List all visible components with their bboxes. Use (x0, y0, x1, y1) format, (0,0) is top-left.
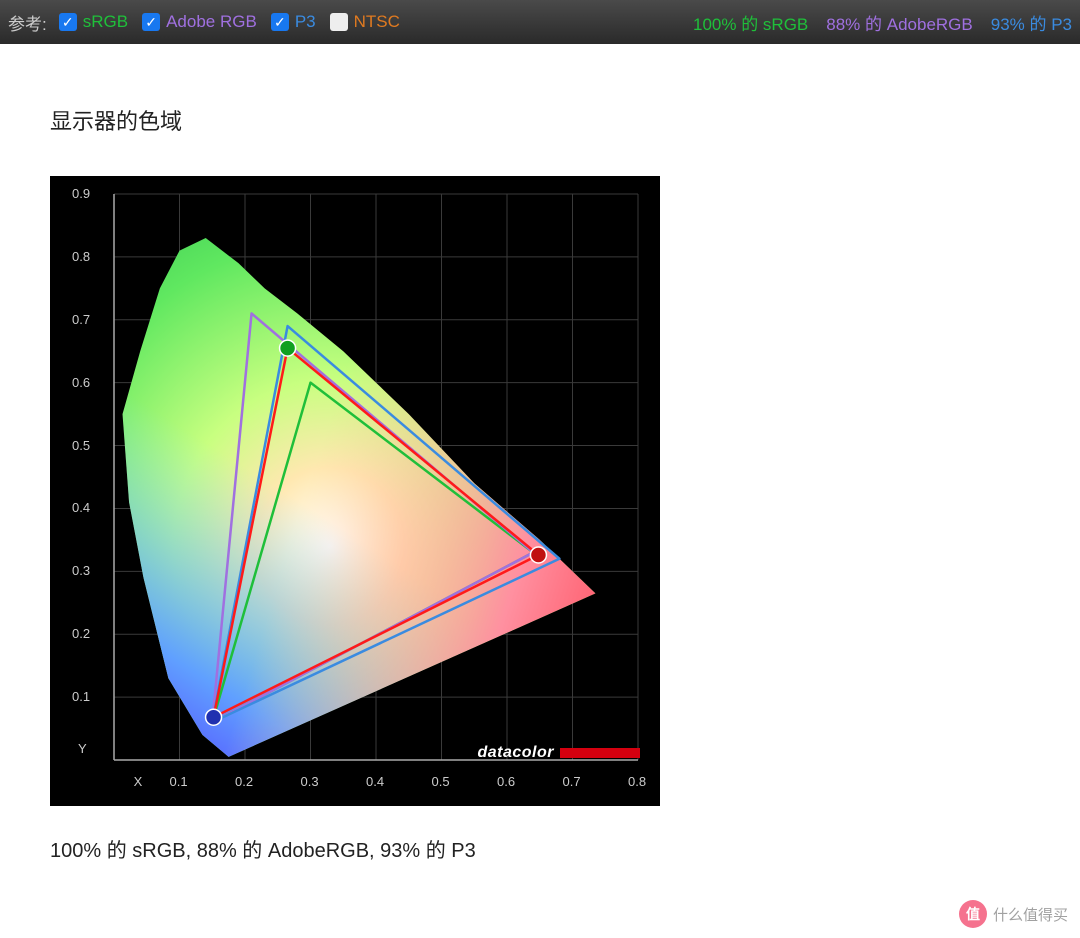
x-tick-label: 0.1 (170, 774, 188, 789)
coverage-stat: 93% 的 P3 (991, 15, 1072, 34)
brand-bar (560, 748, 640, 758)
x-axis-label: X (134, 774, 143, 789)
y-tick-label: 0.5 (72, 438, 90, 453)
reference-label: 参考: (8, 10, 47, 35)
chart-title: 显示器的色域 (50, 104, 1030, 136)
x-tick-label: 0.3 (301, 774, 319, 789)
option-label-p3: P3 (295, 12, 316, 32)
coverage-stat: 88% 的 AdobeRGB (826, 15, 972, 34)
x-tick-label: 0.2 (235, 774, 253, 789)
watermark-text: 什么值得买 (993, 904, 1068, 925)
y-tick-label: 0.4 (72, 500, 90, 515)
x-tick-label: 0.6 (497, 774, 515, 789)
option-label-adobe-rgb: Adobe RGB (166, 12, 257, 32)
y-tick-label: 0.6 (72, 375, 90, 390)
checkbox-ntsc[interactable]: ✓ (330, 13, 348, 31)
chart-caption: 100% 的 sRGB, 88% 的 AdobeRGB, 93% 的 P3 (50, 834, 1030, 863)
checkbox-adobe-rgb[interactable]: ✓ (142, 13, 160, 31)
option-label-ntsc: NTSC (354, 12, 400, 32)
chart-svg (100, 188, 648, 770)
x-tick-label: 0.7 (563, 774, 581, 789)
option-label-srgb: sRGB (83, 12, 128, 32)
x-tick-label: 0.4 (366, 774, 384, 789)
content-area: 显示器的色域 datacolor 0.1 0.2 0.3 0.4 0.5 0.6 0.7 0.… (0, 44, 1080, 883)
coverage-stat: 100% 的 sRGB (693, 15, 808, 34)
toolbar: 参考: ✓ sRGB ✓ Adobe RGB ✓ P3 ✓ NTSC 100% 的 sRGB 8… (0, 0, 1080, 44)
x-tick-label: 0.8 (628, 774, 646, 789)
y-tick-label: 0.1 (72, 689, 90, 704)
y-tick-label: 0.7 (72, 312, 90, 327)
y-tick-label: 0.9 (72, 186, 90, 201)
y-tick-label: 0.8 (72, 249, 90, 264)
watermark-badge-icon: 值 (959, 900, 987, 928)
brand-mark: datacolor (477, 744, 640, 762)
watermark: 值 什么值得买 (959, 900, 1068, 928)
brand-text: datacolor (477, 744, 554, 762)
checkbox-srgb[interactable]: ✓ (59, 13, 77, 31)
y-tick-label: 0.3 (72, 563, 90, 578)
y-tick-label: 0.2 (72, 626, 90, 641)
x-tick-label: 0.5 (432, 774, 450, 789)
y-axis-label: Y (78, 741, 87, 756)
checkbox-p3[interactable]: ✓ (271, 13, 289, 31)
chromaticity-chart: datacolor 0.1 0.2 0.3 0.4 0.5 0.6 0.7 0.8 0.9 0.1… (50, 176, 660, 806)
